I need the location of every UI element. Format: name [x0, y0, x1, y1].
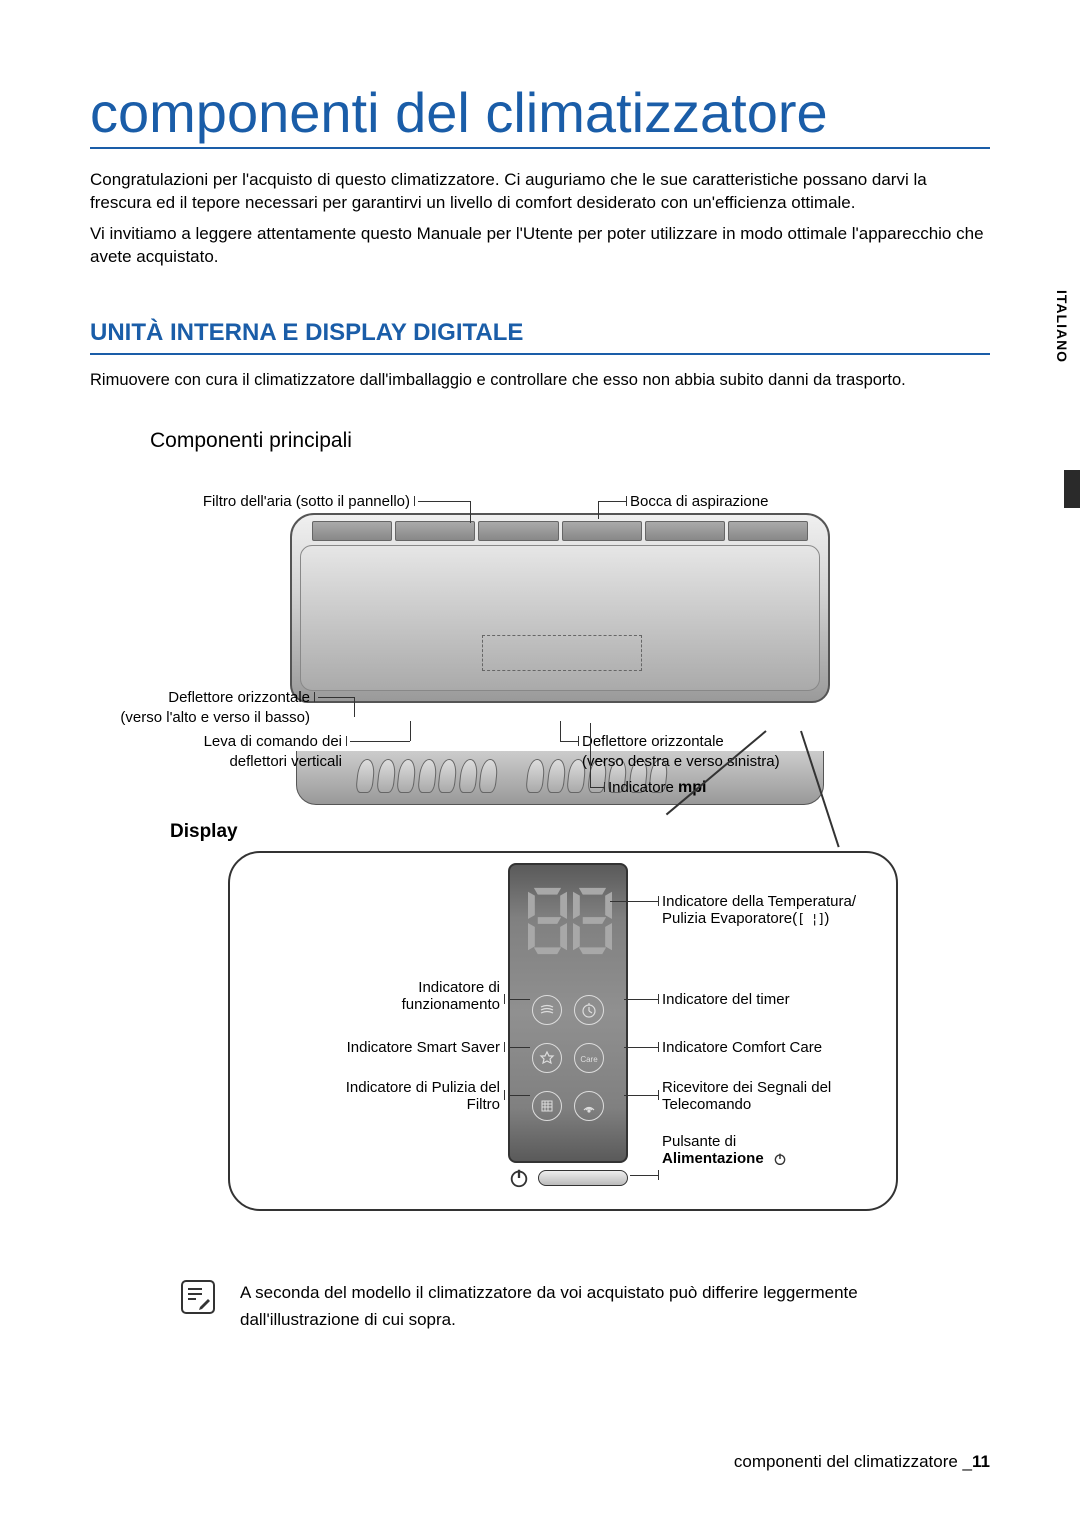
footer-text: componenti del climatizzatore _ [734, 1452, 972, 1471]
callout-operation: Indicatore di funzionamento [290, 979, 500, 1013]
intro-paragraph-1: Congratulazioni per l'acquisto di questo… [90, 169, 990, 215]
callout-filter-l1: Indicatore di Pulizia del [260, 1079, 500, 1096]
callout-operation-l1: Indicatore di [290, 979, 500, 996]
svg-text:Care: Care [580, 1055, 598, 1064]
ac-body [290, 513, 830, 703]
page-title: componenti del climatizzatore [90, 80, 990, 149]
power-button[interactable] [538, 1170, 628, 1186]
display-heading: Display [170, 821, 238, 843]
footer-page-number: 11 [972, 1452, 990, 1471]
ac-unit-illustration [290, 513, 830, 753]
power-icon-small [772, 1151, 788, 1167]
callout-power-l1: Pulsante di [662, 1133, 788, 1150]
page-container: ITALIANO componenti del climatizzatore C… [0, 0, 1080, 1530]
callout-power-l2: Alimentazione [662, 1150, 764, 1167]
callout-vlever-l2: deflettori verticali [90, 753, 342, 770]
power-icon [508, 1167, 530, 1189]
timer-indicator-icon [574, 995, 604, 1025]
callout-intake: Bocca di aspirazione [630, 493, 768, 510]
smart-saver-indicator-icon [532, 1043, 562, 1073]
mpi-prefix: Indicatore [608, 779, 678, 796]
callout-operation-l2: funzionamento [290, 996, 500, 1013]
remote-receiver-indicator-icon [574, 1091, 604, 1121]
segment-display [528, 887, 612, 955]
section-description: Rimuovere con cura il climatizzatore dal… [90, 369, 990, 391]
intro-paragraph-2: Vi invitiamo a leggere attentamente ques… [90, 223, 990, 269]
callout-timer: Indicatore del timer [662, 991, 790, 1008]
digit-8-icon [528, 887, 567, 955]
section-title: UNITÀ INTERNA E DISPLAY DIGITALE [90, 319, 990, 355]
ac-vanes-left [357, 759, 497, 793]
display-detail-box: Care Indicatore della Temperatur [228, 851, 898, 1211]
callout-smartsaver: Indicatore Smart Saver [270, 1039, 500, 1056]
callout-receiver-l1: Ricevitore dei Segnali del [662, 1079, 831, 1096]
callout-hdeflector-r1: Deflettore orizzontale [582, 733, 724, 750]
filter-clean-indicator-icon [532, 1091, 562, 1121]
diagram-container: Filtro dell'aria (sotto il pannello) Boc… [90, 473, 990, 1243]
ac-top-grille [312, 521, 808, 541]
callout-temperature-l1: Indicatore della Temperatura/ [662, 893, 856, 910]
note-row: A seconda del modello il climatizzatore … [180, 1279, 970, 1333]
comfort-care-indicator-icon: Care [574, 1043, 604, 1073]
power-button-row [508, 1167, 628, 1189]
note-text: A seconda del modello il climatizzatore … [240, 1279, 970, 1333]
callout-comfort: Indicatore Comfort Care [662, 1039, 822, 1056]
page-footer: componenti del climatizzatore _11 [734, 1452, 990, 1472]
subsection-title: Componenti principali [150, 429, 990, 453]
language-tab-label: ITALIANO [1054, 290, 1070, 363]
language-tab-marker [1064, 470, 1080, 508]
digit-8-icon [573, 887, 612, 955]
callout-receiver: Ricevitore dei Segnali del Telecomando [662, 1079, 831, 1113]
operation-indicator-icon [532, 995, 562, 1025]
callout-air-filter: Filtro dell'aria (sotto il pannello) [170, 493, 410, 510]
callout-temperature-l2: Pulizia Evaporatore([ ¦]) [662, 910, 856, 927]
callout-filter-l2: Filtro [260, 1096, 500, 1113]
callout-hdeflector-l1: Deflettore orizzontale [90, 689, 310, 706]
callout-receiver-l2: Telecomando [662, 1096, 831, 1113]
leader-intake [598, 501, 626, 502]
callout-power: Pulsante di Alimentazione [662, 1133, 788, 1167]
callout-temperature: Indicatore della Temperatura/ Pulizia Ev… [662, 893, 856, 927]
callout-hdeflector-l2: (verso l'alto e verso il basso) [90, 709, 310, 726]
note-icon [180, 1279, 216, 1315]
callout-power-l2-row: Alimentazione [662, 1150, 788, 1167]
leader-air-filter [418, 501, 470, 502]
callout-filter: Indicatore di Pulizia del Filtro [260, 1079, 500, 1113]
callout-vlever-l1: Leva di comando dei [90, 733, 342, 750]
ac-center-indicator-box [482, 635, 642, 671]
display-panel: Care [508, 863, 628, 1163]
callout-hdeflector-r2: (verso destra e verso sinistra) [582, 753, 780, 770]
